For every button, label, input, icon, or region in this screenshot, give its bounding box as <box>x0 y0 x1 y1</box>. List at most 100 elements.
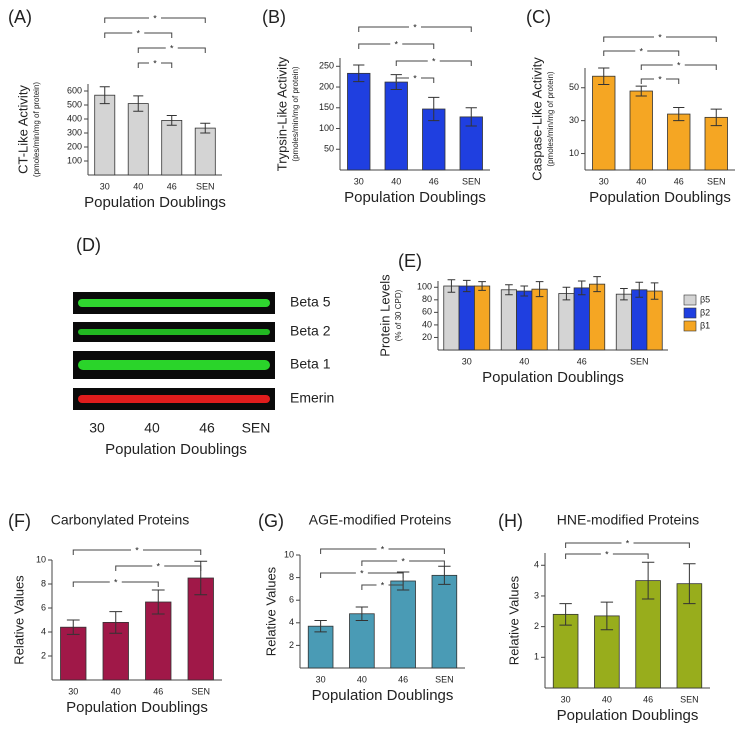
y-tick-label: 4 <box>534 560 539 570</box>
error-bar <box>598 67 610 85</box>
bracket-gap <box>654 76 666 82</box>
bar <box>431 574 458 669</box>
bracket-gap <box>635 48 648 54</box>
x-tick-label: 30 <box>561 694 571 704</box>
x-tick-label: SEN <box>630 356 649 366</box>
significance-label: * <box>413 73 417 83</box>
x-tick-label: 40 <box>636 176 646 186</box>
bar <box>615 293 632 351</box>
bar <box>589 283 606 351</box>
significance-label: * <box>156 561 160 571</box>
error-bar <box>641 561 655 600</box>
chart-title: Carbonylated Proteins <box>51 512 190 528</box>
significance-label: * <box>658 32 662 42</box>
y-tick-label: 250 <box>319 61 334 71</box>
y-axis-label: Relative Values <box>11 575 26 665</box>
x-tick-label: 40 <box>519 356 529 366</box>
bracket-gap <box>131 547 143 553</box>
legend-swatch <box>683 294 697 306</box>
bracket-gap <box>149 15 161 21</box>
bracket-gap <box>149 60 161 66</box>
error-bar <box>465 107 477 127</box>
bar <box>384 81 408 171</box>
error-bar <box>593 276 601 293</box>
y-tick-label: 30 <box>569 115 579 125</box>
bar <box>516 290 533 351</box>
significance-label: * <box>381 580 385 590</box>
error-bar <box>620 288 628 301</box>
blot-label: Beta 2 <box>290 323 331 339</box>
bracket-gap <box>390 41 403 47</box>
x-tick-label: 46 <box>429 176 439 186</box>
x-tick-label: 46 <box>674 176 684 186</box>
legend-swatch <box>683 307 697 319</box>
y-tick-label: 4 <box>41 626 46 636</box>
blot-band <box>78 329 270 335</box>
y-tick-label: 50 <box>324 144 334 154</box>
panel-label: (A) <box>8 7 32 27</box>
x-tick-label: 46 <box>167 181 177 191</box>
y-tick-label: 10 <box>284 549 294 559</box>
x-tick-label: SEN <box>191 686 210 696</box>
x-tick-label: 30 <box>100 181 110 191</box>
legend-label: β5 <box>700 294 710 304</box>
bar <box>558 293 575 351</box>
error-bar <box>577 280 586 296</box>
bar <box>631 289 648 351</box>
y-tick-label: 300 <box>67 127 82 137</box>
bar <box>629 90 653 171</box>
bracket-gap <box>672 62 685 68</box>
significance-label: * <box>658 74 662 84</box>
error-bar <box>355 606 369 622</box>
y-axis-label: Relative Values <box>506 575 521 665</box>
bar <box>458 285 475 351</box>
legend-label: β2 <box>700 307 710 317</box>
y-tick-label: 100 <box>417 282 432 292</box>
y-tick-label: 150 <box>319 102 334 112</box>
blot-category: SEN <box>242 420 271 436</box>
x-axis-label: Population Doublings <box>84 194 226 211</box>
y-tick-label: 200 <box>67 141 82 151</box>
bar <box>161 120 183 176</box>
error-bar <box>650 282 659 300</box>
y-tick-label: 6 <box>289 595 294 605</box>
y-tick-label: 100 <box>67 155 82 165</box>
bar <box>94 94 116 176</box>
blot-label: Emerin <box>290 390 334 406</box>
x-tick-label: 46 <box>153 686 163 696</box>
significance-label: * <box>413 22 417 32</box>
panel-label: (C) <box>526 7 551 27</box>
bar <box>349 613 375 669</box>
y-tick-label: 4 <box>289 617 294 627</box>
y-axis-sublabel: (pmoles/min/mg of protein) <box>32 82 41 177</box>
bar <box>667 113 691 171</box>
y-tick-label: 10 <box>569 148 579 158</box>
panel-label: (F) <box>8 511 31 531</box>
significance-label: * <box>401 556 405 566</box>
error-bar <box>353 64 365 83</box>
y-tick-label: 2 <box>41 650 46 660</box>
significance-label: * <box>626 538 630 548</box>
y-axis-label: Relative Values <box>263 566 278 656</box>
x-tick-label: 46 <box>398 674 408 684</box>
y-tick-label: 8 <box>289 572 294 582</box>
y-axis-label: Caspase-Like Activity <box>529 57 544 181</box>
x-tick-label: SEN <box>680 694 699 704</box>
x-tick-label: 40 <box>133 181 143 191</box>
y-tick-label: 60 <box>422 307 432 317</box>
bracket-gap <box>409 75 421 81</box>
error-bar <box>99 86 110 105</box>
error-bar <box>635 281 644 298</box>
error-bar <box>66 619 80 635</box>
bar <box>145 601 172 681</box>
blot-band <box>78 395 270 403</box>
y-axis-label: CT-Like Activity <box>15 85 30 174</box>
y-tick-label: 2 <box>534 621 539 631</box>
blot-xlabel: Population Doublings <box>105 441 247 458</box>
blot-label: Beta 5 <box>290 294 331 310</box>
y-tick-label: 8 <box>41 578 46 588</box>
bracket-gap <box>409 24 421 30</box>
error-bar <box>314 620 327 633</box>
chart-title: AGE-modified Proteins <box>309 512 451 528</box>
significance-label: * <box>153 58 157 68</box>
